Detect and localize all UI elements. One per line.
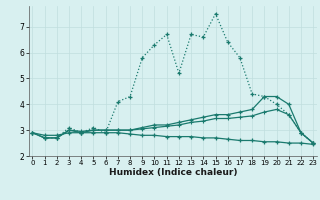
X-axis label: Humidex (Indice chaleur): Humidex (Indice chaleur) — [108, 168, 237, 177]
